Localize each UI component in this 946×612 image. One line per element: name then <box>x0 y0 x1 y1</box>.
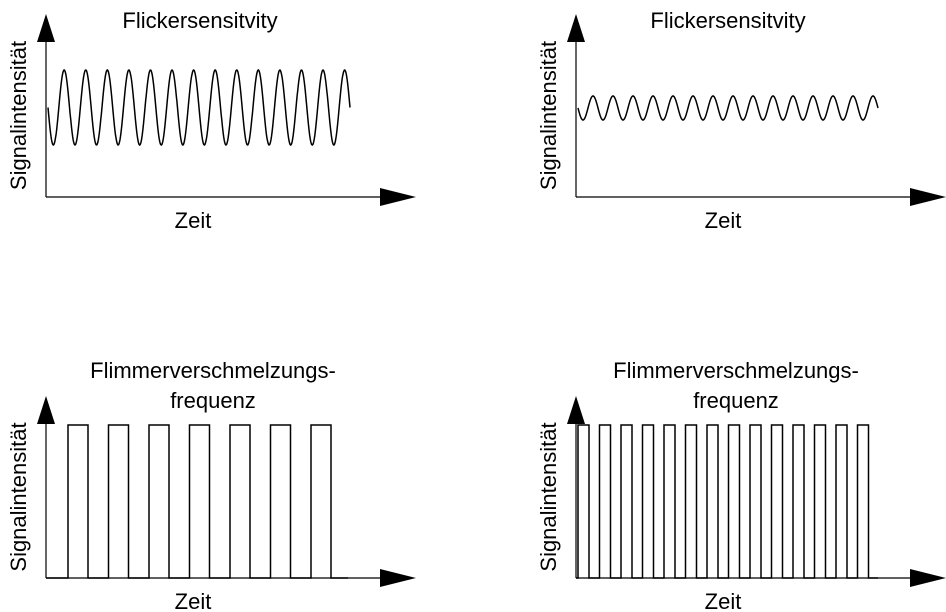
panel-title: Flimmerverschmelzungs- <box>90 358 336 383</box>
panel: Flimmerverschmelzungs-frequenz Signalinte… <box>536 358 946 612</box>
y-axis-label: Signalintensität <box>536 41 561 190</box>
panel-title: frequenz <box>693 388 779 413</box>
panel: Flickersensitvity Signalintensität Zeit <box>6 8 416 233</box>
panel-title: Flickersensitvity <box>650 8 805 33</box>
y-axis-label: Signalintensität <box>6 41 31 190</box>
panel-title: Flickersensitvity <box>122 8 277 33</box>
x-axis-label: Zeit <box>175 208 212 233</box>
panel-title: frequenz <box>170 388 256 413</box>
x-axis-arrow <box>910 188 946 206</box>
x-axis-arrow <box>380 569 416 587</box>
waveform <box>47 69 351 146</box>
panel: Flimmerverschmelzungs-frequenz Signalinte… <box>6 358 416 612</box>
y-axis-arrow <box>37 14 55 42</box>
panel: Flickersensitvity Signalintensität Zeit <box>536 8 946 233</box>
waveform <box>46 424 348 579</box>
panel-title: Flimmerverschmelzungs- <box>613 358 859 383</box>
y-axis-label: Signalintensität <box>536 422 561 571</box>
waveform <box>577 95 879 121</box>
x-axis-arrow <box>910 569 946 587</box>
x-axis-label: Zeit <box>705 208 742 233</box>
waveform <box>576 424 878 579</box>
y-axis-label: Signalintensität <box>6 422 31 571</box>
y-axis-arrow <box>37 396 55 424</box>
y-axis-arrow <box>567 396 585 424</box>
x-axis-arrow <box>380 188 416 206</box>
x-axis-label: Zeit <box>705 589 742 612</box>
y-axis-arrow <box>567 14 585 42</box>
x-axis-label: Zeit <box>175 589 212 612</box>
